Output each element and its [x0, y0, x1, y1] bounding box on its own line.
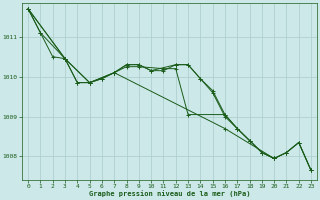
X-axis label: Graphe pression niveau de la mer (hPa): Graphe pression niveau de la mer (hPa) — [89, 190, 250, 197]
